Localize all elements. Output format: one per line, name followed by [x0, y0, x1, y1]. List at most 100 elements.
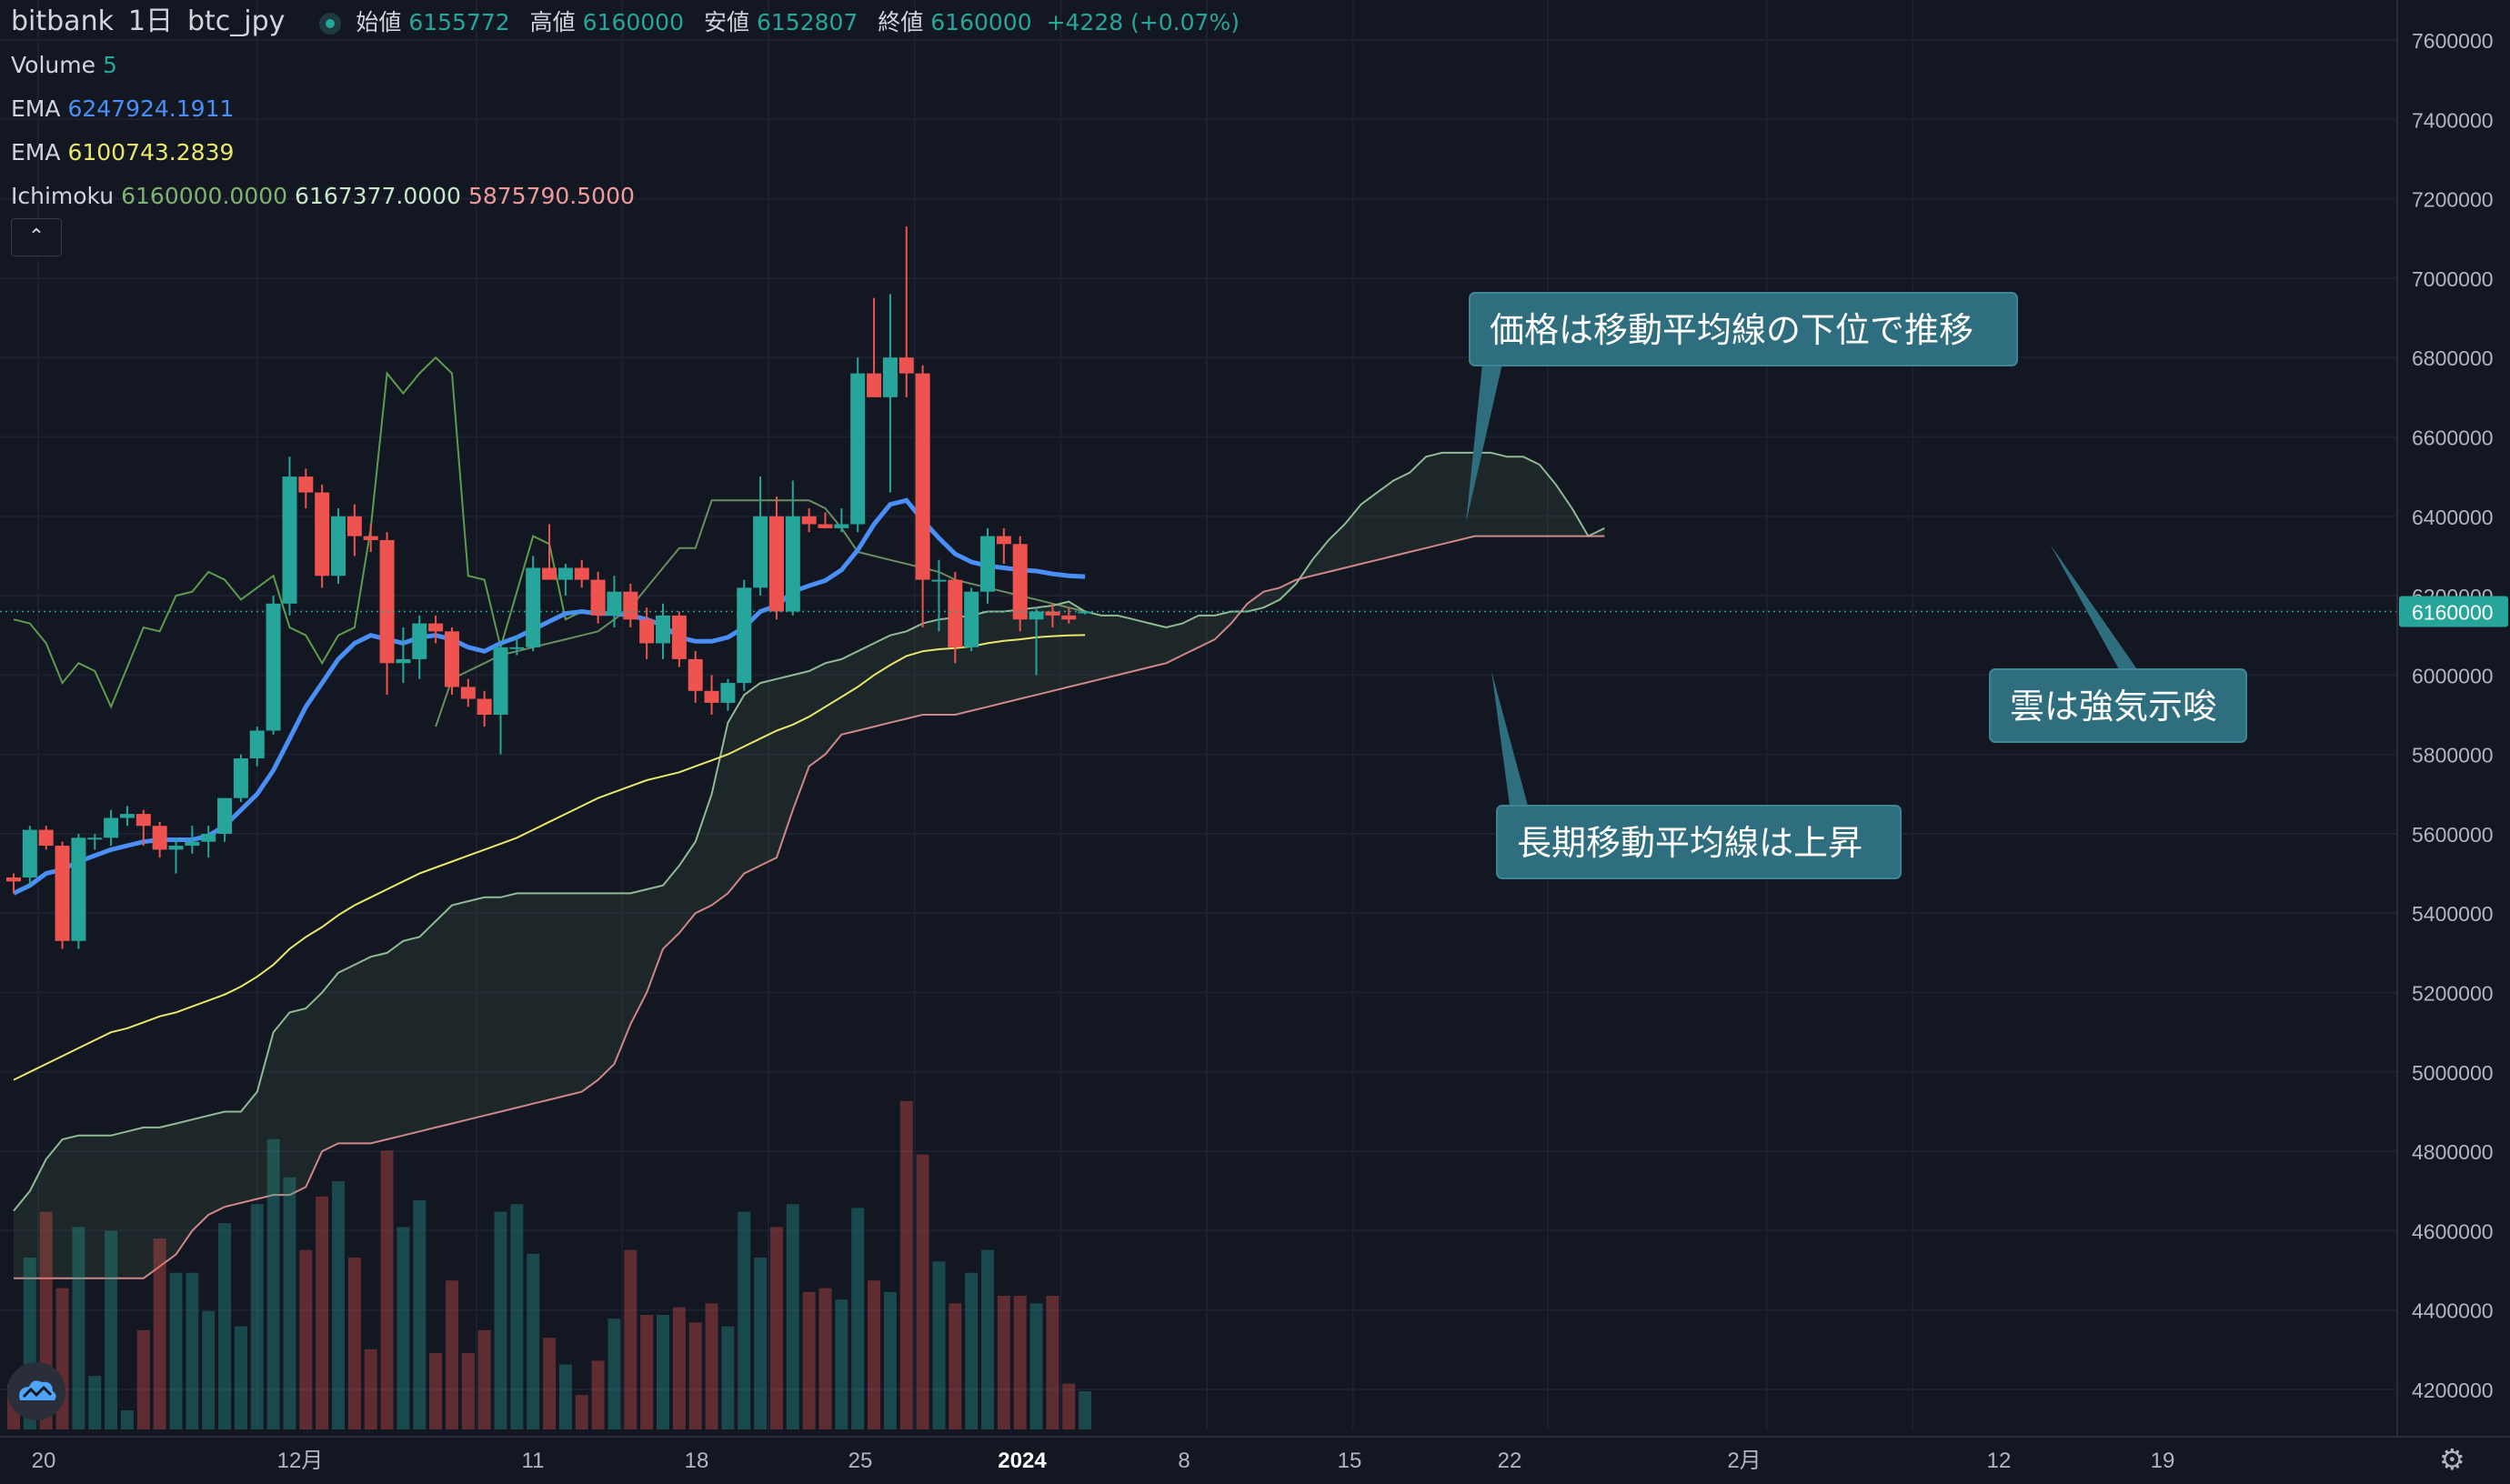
- candle-body: [639, 619, 655, 644]
- volume-bar: [1062, 1383, 1076, 1429]
- candle-body: [542, 567, 557, 580]
- annotation-box: [1989, 668, 2247, 743]
- candle-body: [201, 833, 216, 842]
- y-tick-label: 5200000: [2412, 982, 2494, 1006]
- candle-body: [152, 826, 167, 850]
- tradingview-cloud-icon[interactable]: [7, 1362, 65, 1420]
- ichimoku-legend[interactable]: Ichimoku 6160000.0000 6167377.0000 5875790.…: [11, 175, 1247, 218]
- candle-body: [168, 846, 184, 850]
- close-label: 終値: [878, 9, 924, 35]
- candle-body: [104, 817, 119, 838]
- candle-body: [656, 615, 670, 644]
- candle-body: [850, 373, 866, 525]
- open-label: 始値: [356, 9, 402, 35]
- price-axis: 7600000 7400000 7200000 7000000 6800000 66000…: [2396, 0, 2508, 1437]
- volume-label: Volume: [11, 52, 95, 78]
- volume-bar: [1046, 1296, 1059, 1429]
- x-tick-label: 8: [1178, 1449, 1190, 1473]
- volume-bar: [153, 1238, 166, 1429]
- candle-body: [948, 579, 963, 647]
- ema-slow-legend[interactable]: EMA 6100743.2839: [11, 131, 1247, 175]
- y-tick-label: 5800000: [2412, 744, 2494, 767]
- collapse-legend-button[interactable]: ⌃: [11, 218, 62, 256]
- volume-bar: [657, 1315, 669, 1429]
- annotation-text: 価格は移動平均線の下位で推移: [1490, 310, 1973, 350]
- ema-fast-label: EMA: [11, 95, 61, 122]
- volume-bar: [347, 1258, 361, 1429]
- candle-body: [315, 492, 330, 577]
- interval[interactable]: 1日: [127, 5, 174, 37]
- candle-body: [363, 536, 378, 540]
- volume-bar: [721, 1326, 735, 1429]
- ichimoku-span-a: [13, 451, 1605, 1212]
- volume-bar: [380, 1150, 394, 1429]
- candle-body: [801, 516, 817, 525]
- y-tick-label: 4400000: [2412, 1299, 2494, 1323]
- volume-bar: [461, 1353, 475, 1429]
- candle-body: [704, 690, 719, 703]
- volume-bar: [624, 1249, 638, 1429]
- candle-body: [526, 567, 541, 647]
- candle-body: [55, 846, 70, 941]
- annotation-pointer: [1466, 364, 1502, 523]
- candle-body: [607, 591, 622, 616]
- ichimoku-label: Ichimoku: [11, 183, 115, 209]
- volume-bar: [899, 1100, 913, 1429]
- volume-bar: [105, 1230, 118, 1429]
- x-tick-label: 25: [848, 1449, 873, 1473]
- volume-bar: [136, 1329, 150, 1429]
- annotation-box: [1496, 805, 1902, 879]
- volume-bar: [477, 1329, 491, 1429]
- candle-body: [396, 658, 411, 664]
- volume-bar: [120, 1410, 134, 1429]
- volume-bar: [949, 1303, 962, 1429]
- volume-bar: [445, 1280, 458, 1429]
- candle-body: [1029, 611, 1044, 620]
- volume-bar: [283, 1177, 296, 1429]
- candle-body: [882, 357, 898, 397]
- volume-bar: [88, 1376, 102, 1429]
- legend: bitbank 1日 btc_jpy 始値 6155772 高値 6160000 安…: [11, 0, 1247, 218]
- candle-body: [915, 373, 930, 580]
- x-tick-label: 18: [685, 1449, 709, 1473]
- volume-legend[interactable]: Volume 5: [11, 44, 1247, 87]
- high-value: 6160000: [582, 9, 684, 35]
- ema-fast-legend[interactable]: EMA 6247924.1911: [11, 87, 1247, 131]
- symbol-row[interactable]: bitbank 1日 btc_jpy 始値 6155772 高値 6160000 安…: [11, 0, 1247, 44]
- volume-bar: [510, 1204, 524, 1429]
- volume-bar: [543, 1338, 557, 1429]
- candle-body: [818, 524, 833, 528]
- y-tick-label: 7400000: [2412, 108, 2494, 132]
- gear-icon[interactable]: ⚙: [2439, 1442, 2465, 1477]
- volume-bar: [981, 1249, 994, 1429]
- volume-bar: [883, 1291, 897, 1429]
- candle-body: [233, 758, 248, 798]
- y-tick-label: 5000000: [2412, 1061, 2494, 1085]
- volume-bar: [1079, 1391, 1092, 1429]
- volume-bar: [299, 1249, 313, 1429]
- volume-value: 5: [102, 52, 117, 78]
- volume-bar: [202, 1310, 216, 1429]
- current-price-marker: [2399, 596, 2508, 627]
- ema-slow-label: EMA: [11, 139, 61, 165]
- volume-bar: [250, 1204, 264, 1429]
- y-tick-label: 7200000: [2412, 188, 2494, 212]
- volume-bar: [738, 1211, 751, 1429]
- volume-bar: [591, 1360, 605, 1429]
- volume-bar: [234, 1326, 247, 1429]
- candle-body: [980, 536, 995, 592]
- volume-bar: [997, 1296, 1010, 1429]
- candle-body: [557, 567, 573, 580]
- volume-bar: [397, 1227, 410, 1429]
- candle-body: [331, 516, 346, 577]
- candle-body: [720, 683, 736, 703]
- x-tick-label: 22: [1498, 1449, 1522, 1473]
- candle-body: [753, 516, 768, 588]
- volume-bar: [868, 1280, 881, 1429]
- candle-body: [964, 591, 979, 647]
- candle-body: [737, 587, 752, 684]
- volume-bar: [672, 1307, 686, 1429]
- candle-body: [768, 516, 784, 612]
